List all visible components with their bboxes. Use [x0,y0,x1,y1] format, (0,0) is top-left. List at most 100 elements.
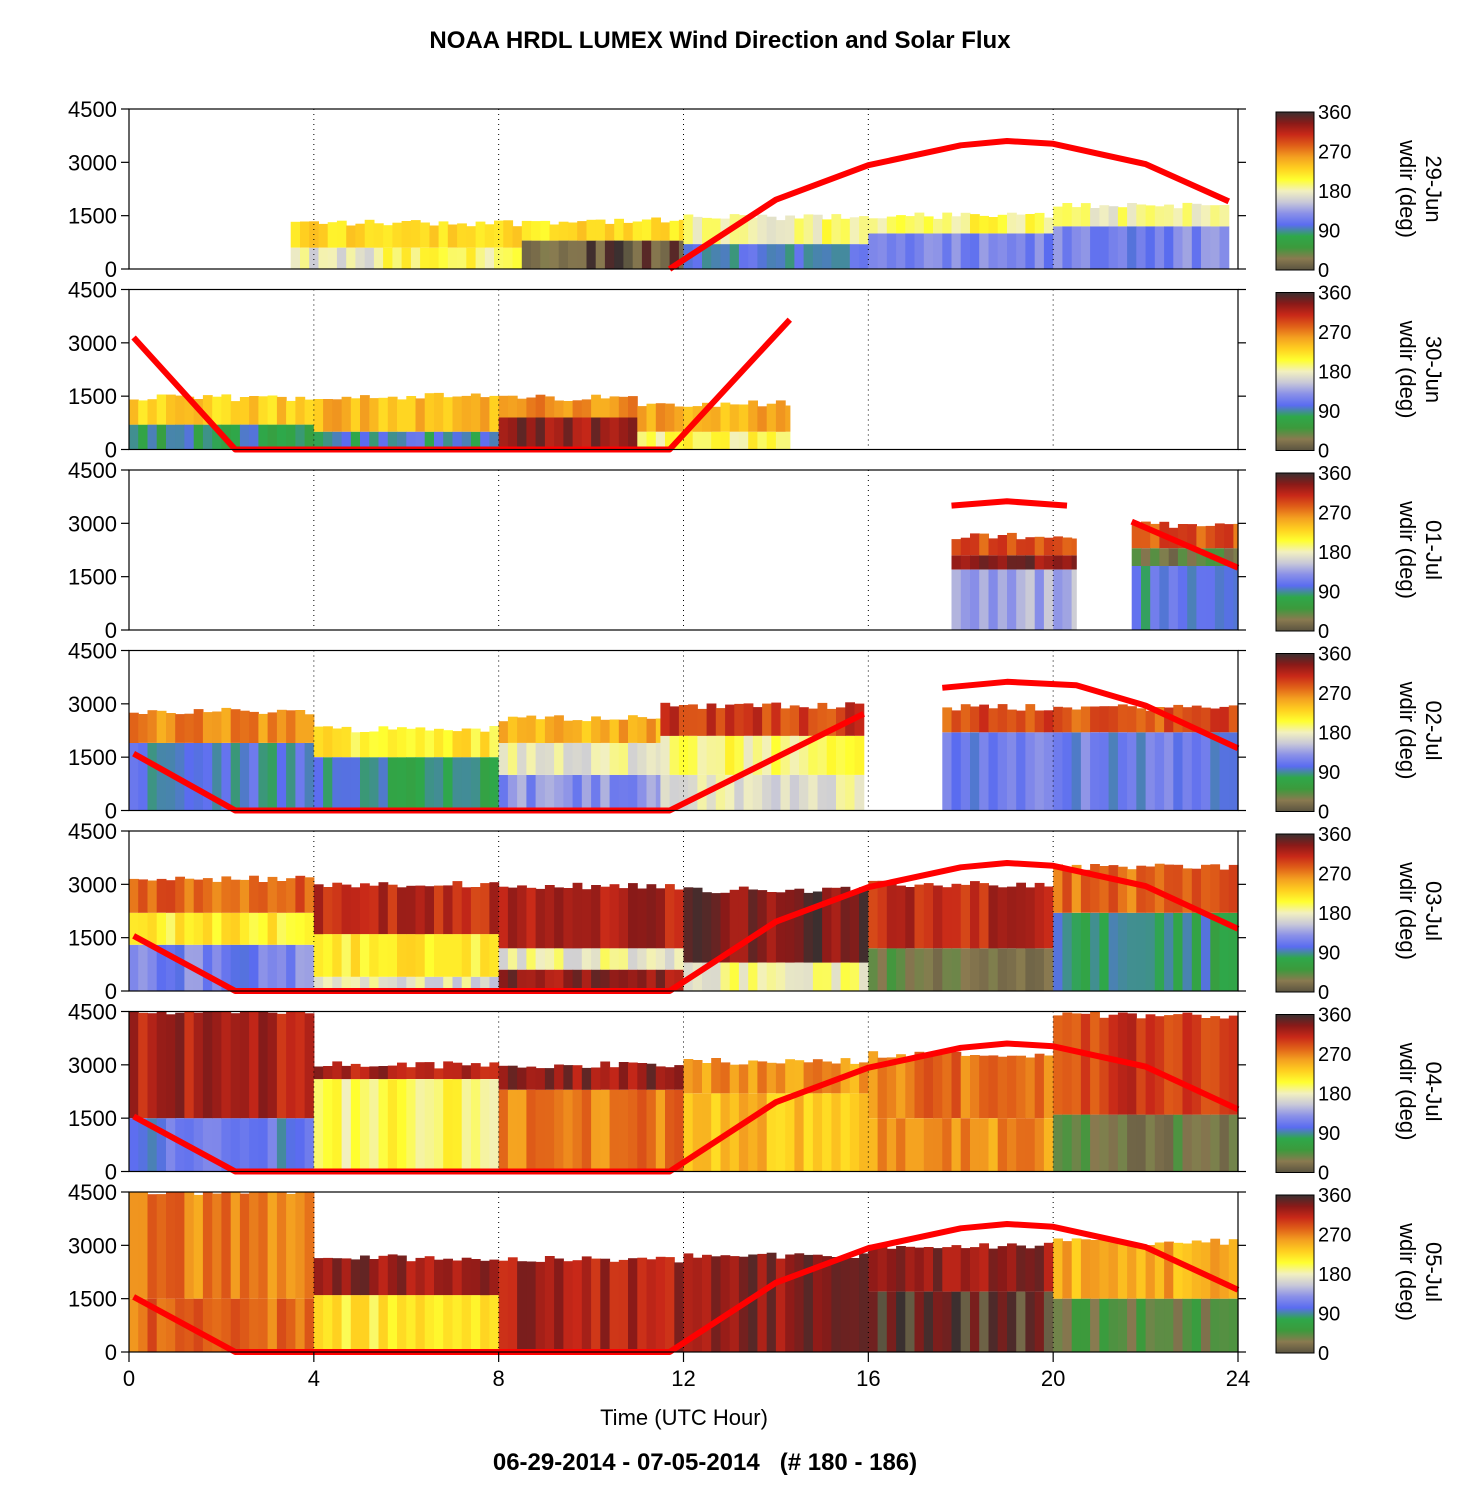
wind-cell [406,1067,417,1079]
solar-flux-line [1130,518,1240,571]
y-tick-label: 4500 [68,1000,117,1025]
wind-cell [447,224,458,248]
colorbar-label: wdir (deg) [1395,500,1420,599]
wind-cell [1025,1248,1036,1292]
wind-cell [1007,1291,1017,1352]
wind-cell [156,1298,167,1352]
wind-cell [1016,214,1026,234]
wind-cell [267,912,278,945]
wind-cell [979,1243,989,1292]
wind-cell [1034,882,1045,949]
wind-cell [184,912,195,945]
wind-cell [988,1055,999,1119]
wind-cell [1228,864,1239,913]
wind-cell [812,1093,823,1172]
wind-cell [424,393,435,432]
wind-cell [212,1118,222,1172]
wind-cell [1071,1238,1082,1299]
wind-cell [341,396,352,432]
wind-cell [655,774,661,811]
wind-cell [979,555,989,570]
wind-cell [1145,912,1156,991]
wind-cell [1154,863,1165,913]
wind-cell [905,1056,916,1119]
wind-cell [221,912,232,945]
wind-cell [1154,707,1165,733]
wind-field [290,202,1230,269]
wind-cell [355,223,366,248]
wind-cell [1182,202,1193,227]
wind-cell [923,1118,934,1172]
wind-cell [581,417,592,450]
wind-cell [535,1261,546,1352]
wind-cell [332,399,343,432]
wind-cell [674,1089,685,1172]
wind-cell [979,883,989,949]
wind-cell [720,1255,731,1352]
wind-cell [129,1011,139,1119]
wind-cell [725,735,735,775]
wind-cell [711,218,721,245]
wind-cell [558,240,569,269]
wind-cell [1117,866,1128,913]
wind-cell [637,406,648,432]
wind-cell [775,962,786,991]
wind-cell [484,247,495,269]
y-tick-label: 3000 [68,1053,117,1078]
wind-cell [184,424,195,450]
wind-cell [669,774,680,811]
wind-cell [1053,864,1063,913]
wind-cell [313,976,324,991]
wind-cell [775,1093,786,1172]
wind-cell [831,1257,842,1352]
wind-cell [859,887,869,963]
wind-cell [1127,226,1137,269]
wind-cell [637,948,648,970]
wind-cell [461,1295,472,1352]
wind-cell [535,719,546,743]
wind-cell [1201,1242,1211,1299]
wind-cell [1141,566,1151,630]
wind-cell [577,221,587,241]
colorbar-tick-label: 270 [1318,1225,1351,1247]
wind-cell [332,1061,343,1080]
wind-cell [383,247,393,269]
wind-cell [1205,566,1216,630]
wind-cell [609,417,620,450]
wind-cell [341,726,352,758]
wind-cell [531,221,541,241]
wind-cell [1071,555,1077,570]
wind-cell [715,735,726,775]
wind-cell [360,431,370,450]
wind-cell [678,705,689,736]
wind-cell [591,716,601,743]
wind-cell [480,731,490,758]
wind-cell [1233,566,1239,630]
wind-cell [1080,1114,1091,1172]
wind-cell [415,757,426,811]
wind-cell [933,1118,943,1172]
wind-cell [184,713,195,743]
wind-cell [817,735,828,775]
wind-cell [789,774,800,811]
wind-cell [286,944,296,991]
wind-cell [461,934,472,977]
wind-cell [970,1118,980,1172]
wind-cell [651,217,661,241]
wind-cell [641,240,652,269]
wind-cell [637,774,648,811]
wind-cell [970,1291,980,1352]
wind-cell [1108,206,1119,227]
wind-cell [618,719,629,743]
wind-cell [507,887,518,949]
wind-cell [489,1259,500,1296]
wind-cell [443,934,453,977]
wind-cell [554,969,564,991]
wind-cell [789,705,800,736]
wind-cell [521,240,532,269]
wind-cell [1062,569,1073,630]
wind-cell [688,735,698,775]
wind-cell [267,1298,278,1352]
wind-cell [859,216,869,245]
wind-cell [249,396,259,425]
